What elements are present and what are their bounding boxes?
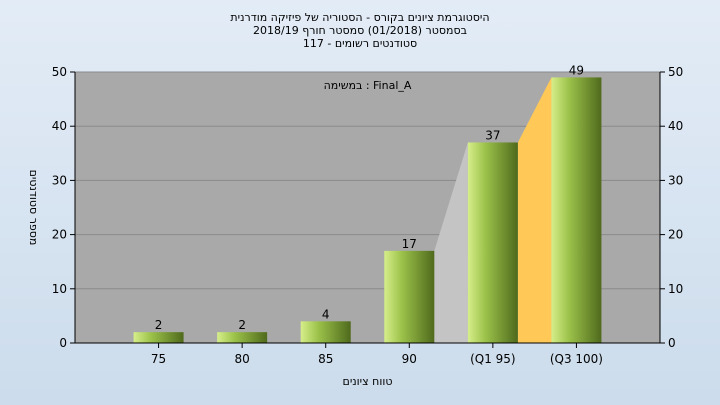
bar (133, 332, 184, 343)
y-tick-label-right: 10 (668, 282, 683, 296)
bar (384, 250, 435, 343)
chart-title-line-3: סטודנטים רשומים - 117 (302, 37, 418, 50)
x-tick-label: 85 (318, 352, 333, 366)
quartile-shading (434, 77, 552, 344)
bar (217, 332, 268, 343)
legend-label: במשימה : Final_A (324, 79, 412, 92)
bar-value-label: 4 (322, 307, 330, 321)
bar-value-label: 37 (485, 128, 500, 142)
bar-value-label: 2 (155, 318, 163, 332)
chart-title-line-2: בסמסטר (01/2018) סמסטר חורף 2018/19 (253, 24, 467, 37)
y-tick-label-right: 20 (668, 228, 683, 242)
y-tick-label-right: 30 (668, 173, 683, 187)
y-tick-label-right: 50 (668, 65, 683, 79)
bar (551, 77, 602, 344)
x-tick-label: 80 (235, 352, 250, 366)
q3-shade (517, 77, 552, 344)
x-tick-label: (Q3 100) (550, 352, 603, 366)
y-tick-label-left: 50 (52, 65, 67, 79)
y-tick-label-right: 40 (668, 119, 683, 133)
bar (300, 321, 351, 343)
bar-value-label: 49 (569, 63, 584, 77)
x-axis-label: טווח ציונים (343, 375, 393, 388)
x-tick-label: 90 (402, 352, 417, 366)
y-tick-label-left: 10 (52, 282, 67, 296)
bars: 2 2 4 17 37 49 (133, 63, 602, 344)
bar (467, 142, 518, 343)
bar-value-label: 17 (402, 237, 417, 251)
axes: 0 0 10 10 20 20 30 30 40 40 50 50 75 80 85 90 (Q1 95) (Q3… (52, 65, 684, 366)
x-tick-label: 75 (151, 352, 166, 366)
q1-shade (434, 142, 468, 343)
chart-title-line-1: היסטוגרמת ציונים בקורס - הסטוריה של פיזי… (230, 11, 490, 24)
y-axis-label: מספר סטודנטים (27, 170, 40, 246)
y-tick-label-left: 30 (52, 173, 67, 187)
y-tick-label-right: 0 (668, 336, 676, 350)
y-tick-label-left: 20 (52, 228, 67, 242)
bar-value-label: 2 (238, 318, 246, 332)
y-tick-label-left: 40 (52, 119, 67, 133)
x-tick-label: (Q1 95) (470, 352, 516, 366)
y-tick-label-left: 0 (59, 336, 67, 350)
